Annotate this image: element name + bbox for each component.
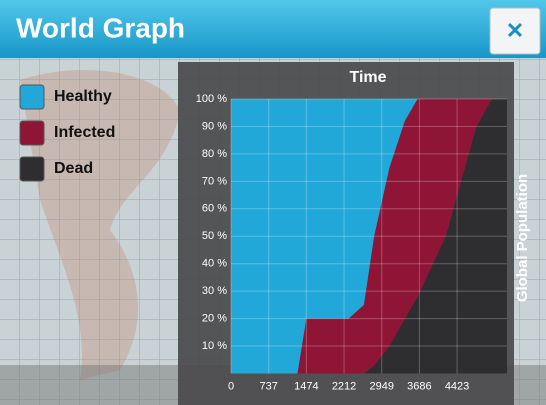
chart-title: Time xyxy=(349,69,386,86)
area xyxy=(231,99,507,374)
x-tick-label: 2212 xyxy=(332,380,356,392)
y-tick-label: 80 % xyxy=(202,148,227,160)
y-tick-label: 50 % xyxy=(202,230,227,242)
y-tick-label: 30 % xyxy=(202,285,227,297)
legend-swatch xyxy=(19,120,45,146)
y-tick-label: 10 % xyxy=(202,340,227,352)
y-tick-label: 100 % xyxy=(196,93,227,105)
y-tick-label: 70 % xyxy=(202,175,227,187)
x-tick-label: 2949 xyxy=(369,380,393,392)
x-tick-label: 4423 xyxy=(445,380,469,392)
y-tick-label: 90 % xyxy=(202,120,227,132)
legend-swatch xyxy=(19,84,45,110)
x-tick-label: 3686 xyxy=(407,380,431,392)
y-tick-label: 20 % xyxy=(202,313,227,325)
legend-label: Infected xyxy=(54,124,115,141)
x-tick-label: 737 xyxy=(259,380,277,392)
y-tick-label: 40 % xyxy=(202,258,227,270)
x-tick-label: 0 xyxy=(228,380,234,392)
legend-label: Healthy xyxy=(54,88,112,105)
close-button[interactable] xyxy=(489,7,541,55)
header-title: World Graph xyxy=(16,12,185,43)
header-bar xyxy=(0,0,546,58)
legend-label: Dead xyxy=(54,160,93,177)
legend-swatch xyxy=(19,156,45,182)
y-axis-label: Global Population xyxy=(514,174,531,302)
area xyxy=(231,99,507,374)
x-tick-label: 1474 xyxy=(294,380,318,392)
close-icon[interactable]: ✕ xyxy=(506,18,524,43)
area xyxy=(231,99,507,374)
y-tick-label: 60 % xyxy=(202,203,227,215)
